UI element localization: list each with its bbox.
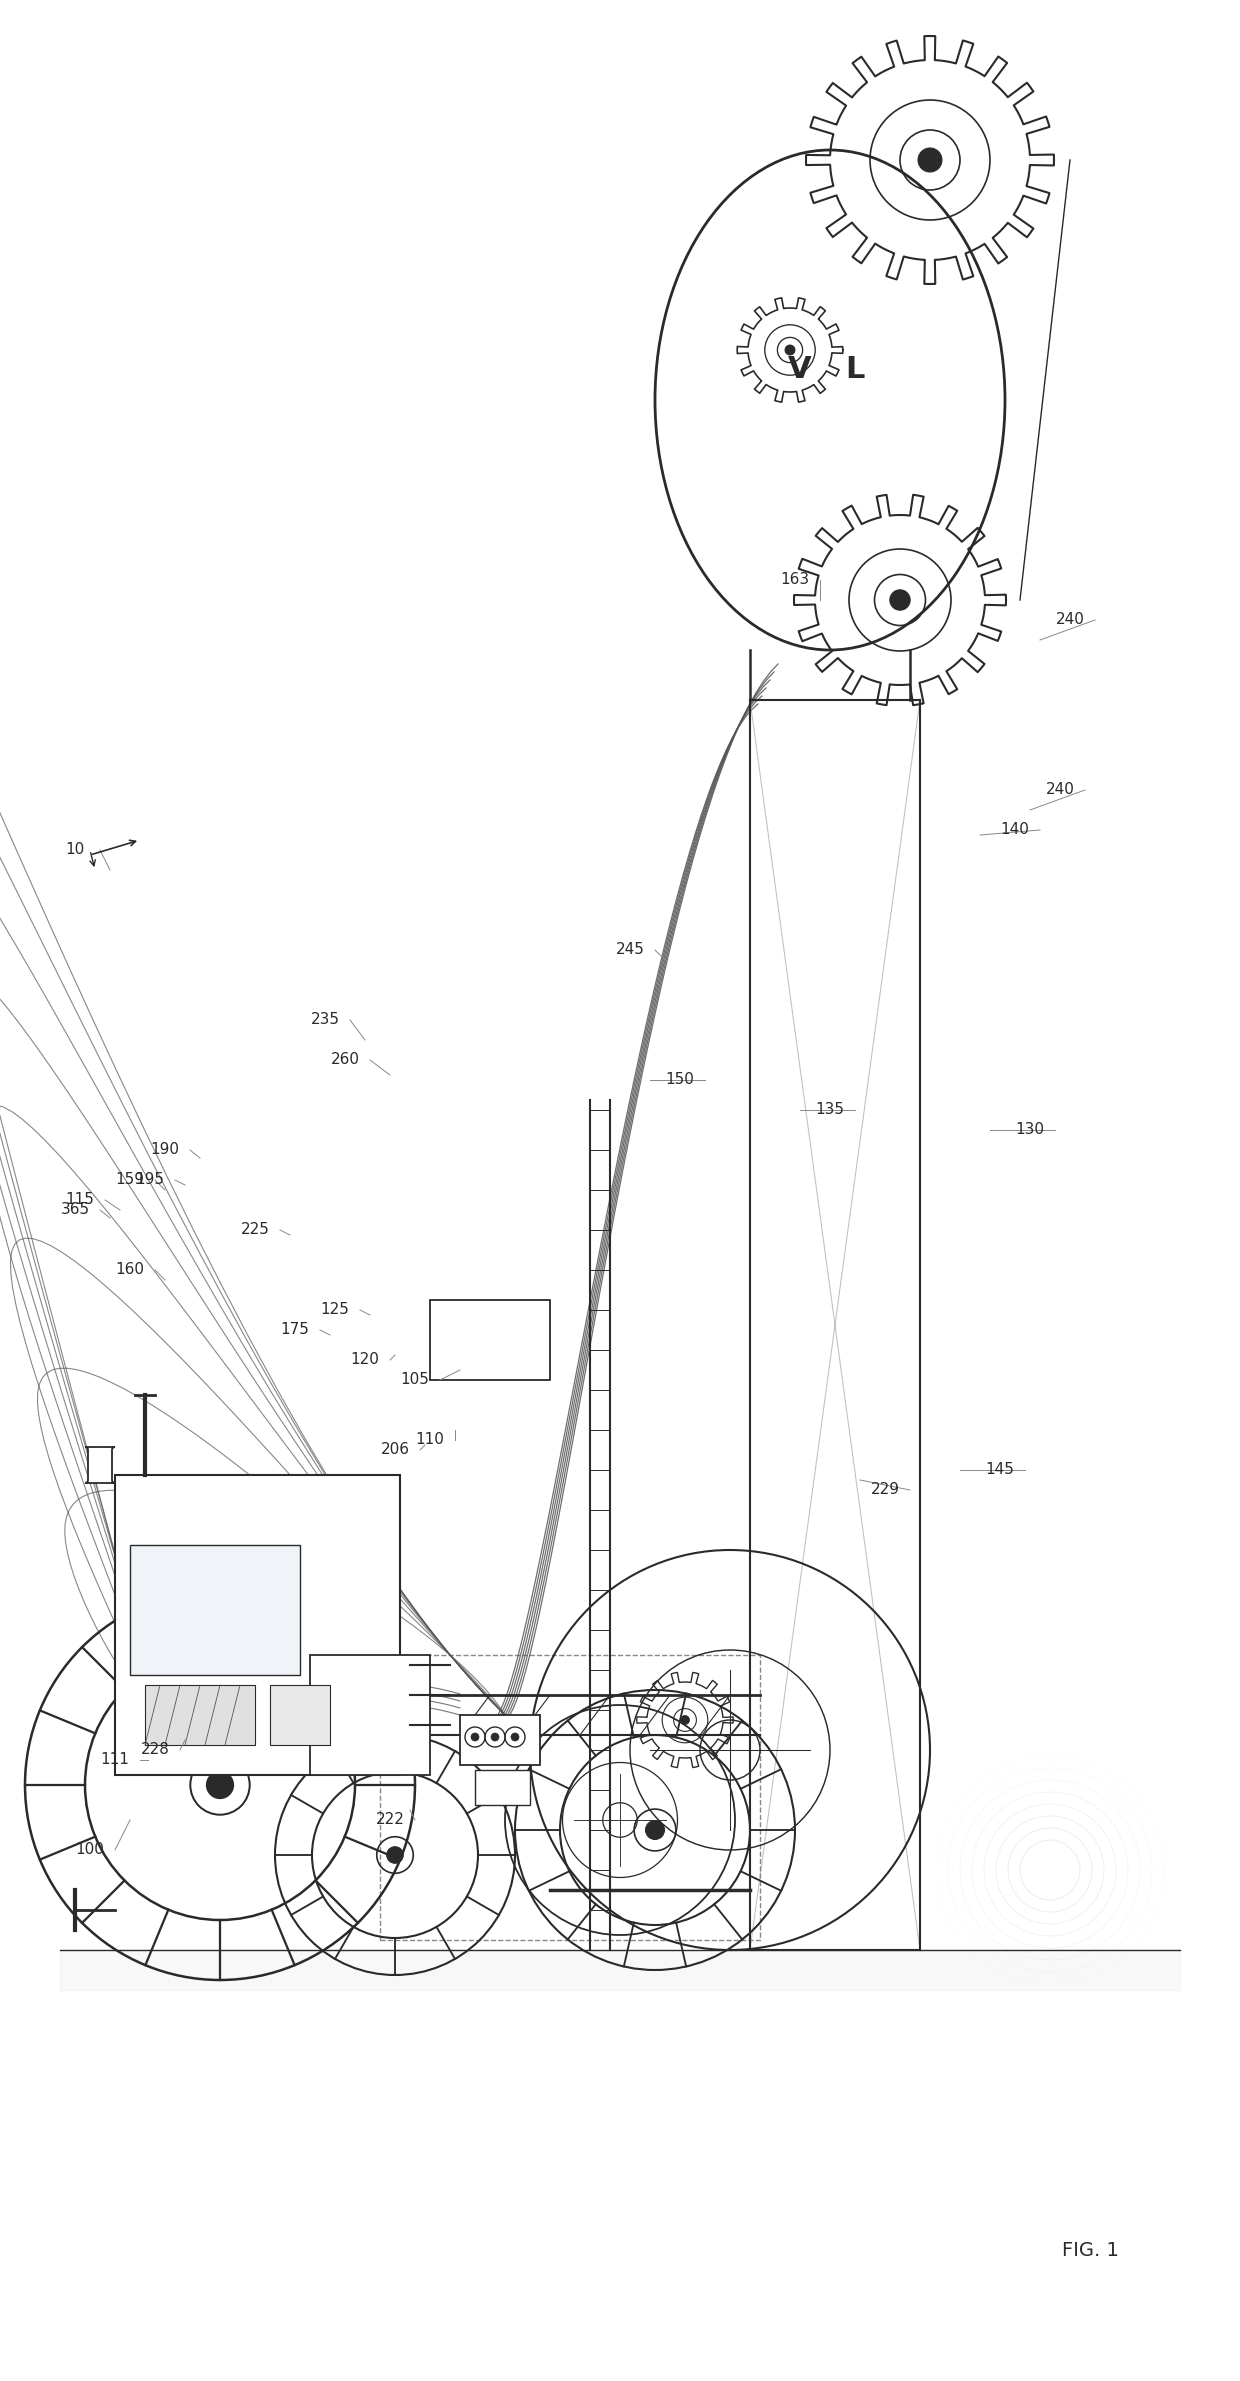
Text: 100: 100 <box>76 1843 104 1857</box>
Text: V: V <box>789 355 812 383</box>
Bar <box>130 1545 300 1674</box>
Circle shape <box>471 1733 479 1741</box>
Text: 10: 10 <box>66 843 84 857</box>
Text: 145: 145 <box>986 1462 1014 1479</box>
Circle shape <box>511 1733 520 1741</box>
Text: 160: 160 <box>115 1262 145 1279</box>
Text: 240: 240 <box>1055 612 1085 629</box>
Text: 163: 163 <box>780 571 810 588</box>
Circle shape <box>646 1821 665 1841</box>
Text: 195: 195 <box>135 1171 165 1188</box>
Text: 206: 206 <box>381 1443 409 1457</box>
Text: 130: 130 <box>1016 1121 1044 1138</box>
FancyBboxPatch shape <box>86 1448 115 1483</box>
Text: L: L <box>846 355 864 383</box>
Text: 111: 111 <box>100 1752 129 1767</box>
Text: 260: 260 <box>331 1052 360 1067</box>
Bar <box>475 1769 529 1805</box>
Text: 228: 228 <box>140 1743 170 1757</box>
Text: 240: 240 <box>1045 783 1074 798</box>
Bar <box>115 1474 401 1774</box>
Text: 105: 105 <box>401 1371 429 1388</box>
Text: 150: 150 <box>666 1071 694 1088</box>
Circle shape <box>890 590 910 610</box>
Ellipse shape <box>655 150 1004 650</box>
Text: 140: 140 <box>1001 821 1029 838</box>
Text: 190: 190 <box>150 1143 180 1157</box>
Circle shape <box>918 148 942 171</box>
Text: 245: 245 <box>615 943 645 957</box>
Bar <box>270 1686 330 1745</box>
Bar <box>430 1300 551 1381</box>
Circle shape <box>785 345 795 355</box>
Circle shape <box>681 1714 689 1724</box>
Text: FIG. 1: FIG. 1 <box>1061 2241 1118 2260</box>
Text: 365: 365 <box>61 1202 89 1217</box>
Text: 225: 225 <box>241 1221 269 1238</box>
Text: 222: 222 <box>376 1812 404 1829</box>
Bar <box>310 1655 430 1774</box>
Text: 159: 159 <box>115 1171 145 1188</box>
Bar <box>460 1714 539 1764</box>
Text: 115: 115 <box>66 1193 94 1207</box>
Text: 110: 110 <box>415 1433 444 1448</box>
Text: 229: 229 <box>870 1483 899 1498</box>
Text: 235: 235 <box>310 1012 340 1029</box>
Bar <box>145 1686 255 1745</box>
Bar <box>379 1655 760 1941</box>
Circle shape <box>491 1733 498 1741</box>
Circle shape <box>207 1771 233 1798</box>
Text: 175: 175 <box>280 1321 310 1338</box>
Text: 120: 120 <box>351 1352 379 1367</box>
Circle shape <box>387 1848 403 1864</box>
Text: 125: 125 <box>321 1302 350 1317</box>
Text: 135: 135 <box>816 1102 844 1117</box>
